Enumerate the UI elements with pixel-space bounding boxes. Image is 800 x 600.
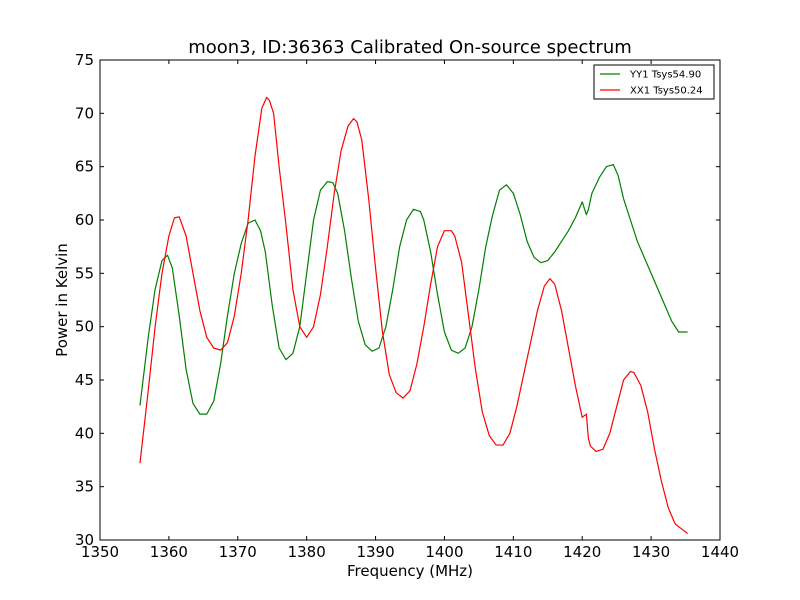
x-tick-label: 1400 <box>425 543 463 561</box>
legend: YY1 Tsys54.90 XX1 Tsys50.24 <box>593 64 715 100</box>
x-tick-label: 1390 <box>356 543 394 561</box>
plot-frame <box>99 59 721 541</box>
x-tick-label: 1370 <box>219 543 257 561</box>
x-tick-label: 1380 <box>288 543 326 561</box>
y-tick-label: 50 <box>75 318 94 336</box>
y-tick-label: 70 <box>75 104 94 122</box>
y-tick-label: 30 <box>75 531 94 549</box>
chart-title: moon3, ID:36363 Calibrated On-source spe… <box>188 37 632 58</box>
y-tick-label: 45 <box>75 371 94 389</box>
y-tick-label: 35 <box>75 478 94 496</box>
ticks-layer: 1350 1360 1370 1380 1390 1400 1410 1420 1430 1440… <box>75 51 739 561</box>
y-tick-label: 55 <box>75 264 94 282</box>
y-tick-label: 65 <box>75 158 94 176</box>
y-axis-label: Power in Kelvin <box>53 243 71 357</box>
x-tick-label: 1350 <box>81 543 119 561</box>
legend-label-xx1: XX1 Tsys50.24 <box>630 86 703 97</box>
x-tick-label: 1420 <box>563 543 601 561</box>
x-tick-label: 1430 <box>632 543 670 561</box>
series-line-xx1 <box>139 96 688 535</box>
x-tick-label: 1360 <box>150 543 188 561</box>
plot-area <box>100 60 720 540</box>
x-tick-label: 1410 <box>494 543 532 561</box>
legend-box <box>593 64 715 100</box>
y-tick-label: 40 <box>75 424 94 442</box>
x-tick-label: 1440 <box>701 543 739 561</box>
series-line-yy1 <box>139 163 688 415</box>
x-axis-label: Frequency (MHz) <box>347 562 473 580</box>
series-layer <box>139 96 688 535</box>
legend-label-yy1: YY1 Tsys54.90 <box>629 70 701 81</box>
y-tick-label: 60 <box>75 211 94 229</box>
y-tick-label: 75 <box>75 51 94 69</box>
